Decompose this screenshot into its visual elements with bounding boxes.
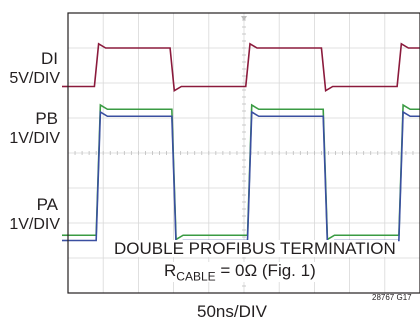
x-scale-label: 50ns/DIV: [197, 302, 267, 321]
plot-frame: [67, 12, 420, 294]
annotation-line-2: RCABLE = 0Ω (Fig. 1): [162, 261, 318, 284]
di-scale-label: 5V/DIV: [9, 70, 60, 87]
figure-id: 28767 G17: [372, 293, 412, 302]
graticule: [67, 12, 420, 294]
annotation-line-1: DOUBLE PROFIBUS TERMINATION: [112, 239, 398, 258]
trace-di: [68, 42, 420, 93]
trace-pa: [68, 110, 420, 247]
pb-scale-label: 1V/DIV: [9, 130, 60, 147]
annotation-sub: CABLE: [176, 269, 216, 284]
annotation-r: R: [164, 261, 177, 280]
pb-channel-label: PB: [35, 109, 58, 128]
annotation-rest: = 0Ω (Fig. 1): [215, 261, 316, 280]
pa-channel-label: PA: [36, 195, 58, 214]
trigger-marker: [241, 16, 247, 21]
traces: [62, 42, 420, 247]
pa-scale-label: 1V/DIV: [9, 216, 60, 233]
di-channel-label: DI: [41, 49, 58, 68]
